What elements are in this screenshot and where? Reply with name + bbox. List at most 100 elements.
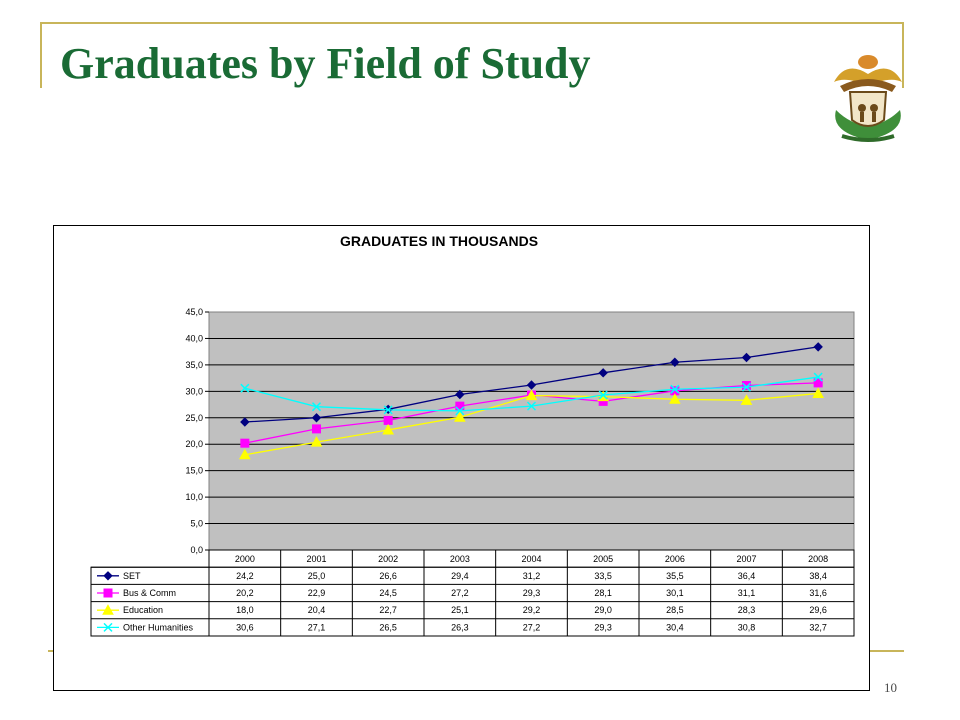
data-label-set: 38,4 bbox=[809, 571, 827, 581]
data-label-other-humanities: 30,6 bbox=[236, 622, 254, 632]
data-label-other-humanities: 26,5 bbox=[379, 622, 397, 632]
data-point-education bbox=[310, 436, 323, 447]
data-point-education bbox=[238, 448, 251, 460]
data-label-bus-comm: 22,9 bbox=[308, 588, 326, 598]
data-label-bus-comm: 31,6 bbox=[809, 588, 827, 598]
data-label-education: 28,5 bbox=[666, 605, 684, 615]
data-point-other-humanities bbox=[240, 383, 250, 393]
data-label-other-humanities: 29,3 bbox=[594, 622, 612, 632]
data-point-other-humanities bbox=[455, 406, 465, 416]
data-label-bus-comm: 28,1 bbox=[594, 588, 612, 598]
data-point-set bbox=[311, 413, 322, 423]
y-tick-label: 40,0 bbox=[185, 333, 203, 343]
y-tick-label: 25,0 bbox=[185, 413, 203, 423]
x-tick-label: 2004 bbox=[521, 554, 541, 564]
data-label-set: 36,4 bbox=[738, 571, 756, 581]
data-point-education bbox=[740, 394, 753, 405]
x-tick-label: 2005 bbox=[593, 554, 613, 564]
data-label-bus-comm: 31,1 bbox=[738, 588, 756, 598]
legend-marker-other-humanities bbox=[103, 622, 113, 632]
y-tick-label: 35,0 bbox=[185, 360, 203, 370]
line-chart: GRADUATES IN THOUSANDS 0,0 5,0 10,0 15,0 20,… bbox=[90, 233, 855, 637]
legend-label-bus-comm: Bus & Comm bbox=[123, 588, 176, 598]
data-point-other-humanities bbox=[670, 384, 680, 394]
data-point-set bbox=[813, 342, 823, 352]
x-tick-label: 2006 bbox=[665, 554, 685, 564]
y-tick-label: 45,0 bbox=[185, 307, 203, 317]
y-tick-label: 10,0 bbox=[185, 492, 203, 502]
y-tick-label: 30,0 bbox=[185, 386, 203, 396]
data-label-set: 25,0 bbox=[308, 571, 326, 581]
data-label-set: 35,5 bbox=[666, 571, 684, 581]
data-point-other-humanities bbox=[598, 390, 608, 400]
data-label-other-humanities: 32,7 bbox=[809, 622, 827, 632]
data-point-set bbox=[598, 368, 608, 378]
data-label-education: 25,1 bbox=[451, 605, 469, 615]
data-label-other-humanities: 27,1 bbox=[308, 622, 326, 632]
legend-label-other-humanities: Other Humanities bbox=[123, 622, 194, 632]
data-point-education bbox=[453, 411, 466, 422]
data-point-bus-comm bbox=[742, 381, 751, 391]
data-label-other-humanities: 30,4 bbox=[666, 622, 684, 632]
chart-title: GRADUATES IN THOUSANDS bbox=[340, 233, 538, 249]
data-point-other-humanities bbox=[813, 372, 823, 382]
y-tick-label: 5,0 bbox=[190, 519, 203, 529]
legend-marker-education bbox=[102, 604, 114, 615]
y-tick-label: 15,0 bbox=[185, 466, 203, 476]
legend-marker-bus-comm bbox=[103, 588, 113, 598]
data-point-education bbox=[525, 389, 538, 401]
y-tick-label: 20,0 bbox=[185, 439, 203, 449]
data-point-set bbox=[240, 417, 250, 427]
data-label-bus-comm: 24,5 bbox=[379, 588, 397, 598]
frame-top-rule bbox=[40, 22, 904, 24]
page-number: 10 bbox=[884, 680, 897, 695]
data-label-other-humanities: 30,8 bbox=[738, 622, 756, 632]
data-label-other-humanities: 26,3 bbox=[451, 622, 469, 632]
frame-left-rule bbox=[40, 22, 42, 88]
data-point-education bbox=[668, 393, 681, 404]
data-point-set bbox=[741, 352, 752, 363]
slide-title: Graduates by Field of Study bbox=[60, 39, 591, 88]
x-tick-label: 2001 bbox=[306, 554, 326, 564]
data-label-other-humanities: 27,2 bbox=[523, 622, 541, 632]
data-point-bus-comm bbox=[312, 424, 321, 434]
data-label-education: 29,6 bbox=[809, 605, 827, 615]
data-point-education bbox=[382, 423, 395, 435]
data-label-set: 26,6 bbox=[379, 571, 397, 581]
data-point-other-humanities bbox=[741, 382, 752, 392]
data-label-bus-comm: 30,1 bbox=[666, 588, 684, 598]
legend-label-education: Education bbox=[123, 605, 163, 615]
legend-label-set: SET bbox=[123, 571, 141, 581]
data-label-education: 22,7 bbox=[379, 605, 397, 615]
data-point-bus-comm bbox=[813, 378, 823, 388]
data-label-set: 31,2 bbox=[523, 571, 541, 581]
legend-marker-set bbox=[103, 571, 113, 581]
data-point-bus-comm bbox=[240, 438, 250, 448]
data-label-set: 33,5 bbox=[594, 571, 612, 581]
data-point-other-humanities bbox=[526, 401, 537, 411]
data-point-education bbox=[812, 387, 825, 398]
data-label-set: 24,2 bbox=[236, 571, 254, 581]
x-tick-label: 2002 bbox=[378, 554, 398, 564]
data-table-values-border bbox=[208, 549, 855, 637]
data-label-bus-comm: 20,2 bbox=[236, 588, 254, 598]
data-label-bus-comm: 27,2 bbox=[451, 588, 469, 598]
data-label-education: 18,0 bbox=[236, 605, 254, 615]
data-point-set bbox=[455, 389, 465, 400]
data-label-education: 20,4 bbox=[308, 605, 326, 615]
data-point-bus-comm bbox=[383, 415, 393, 425]
data-point-other-humanities bbox=[383, 405, 393, 415]
data-label-education: 29,0 bbox=[594, 605, 612, 615]
y-tick-label: 0,0 bbox=[190, 545, 203, 555]
frame-right-rule bbox=[902, 22, 904, 88]
data-label-bus-comm: 29,3 bbox=[523, 588, 541, 598]
x-tick-label: 2008 bbox=[808, 554, 828, 564]
data-label-education: 28,3 bbox=[738, 605, 756, 615]
x-tick-label: 2003 bbox=[450, 554, 470, 564]
data-label-education: 29,2 bbox=[523, 605, 541, 615]
data-label-set: 29,4 bbox=[451, 571, 469, 581]
x-tick-label: 2000 bbox=[235, 554, 255, 564]
coat-of-arms-icon bbox=[834, 55, 902, 142]
data-point-other-humanities bbox=[311, 402, 322, 412]
data-point-set bbox=[526, 380, 537, 390]
